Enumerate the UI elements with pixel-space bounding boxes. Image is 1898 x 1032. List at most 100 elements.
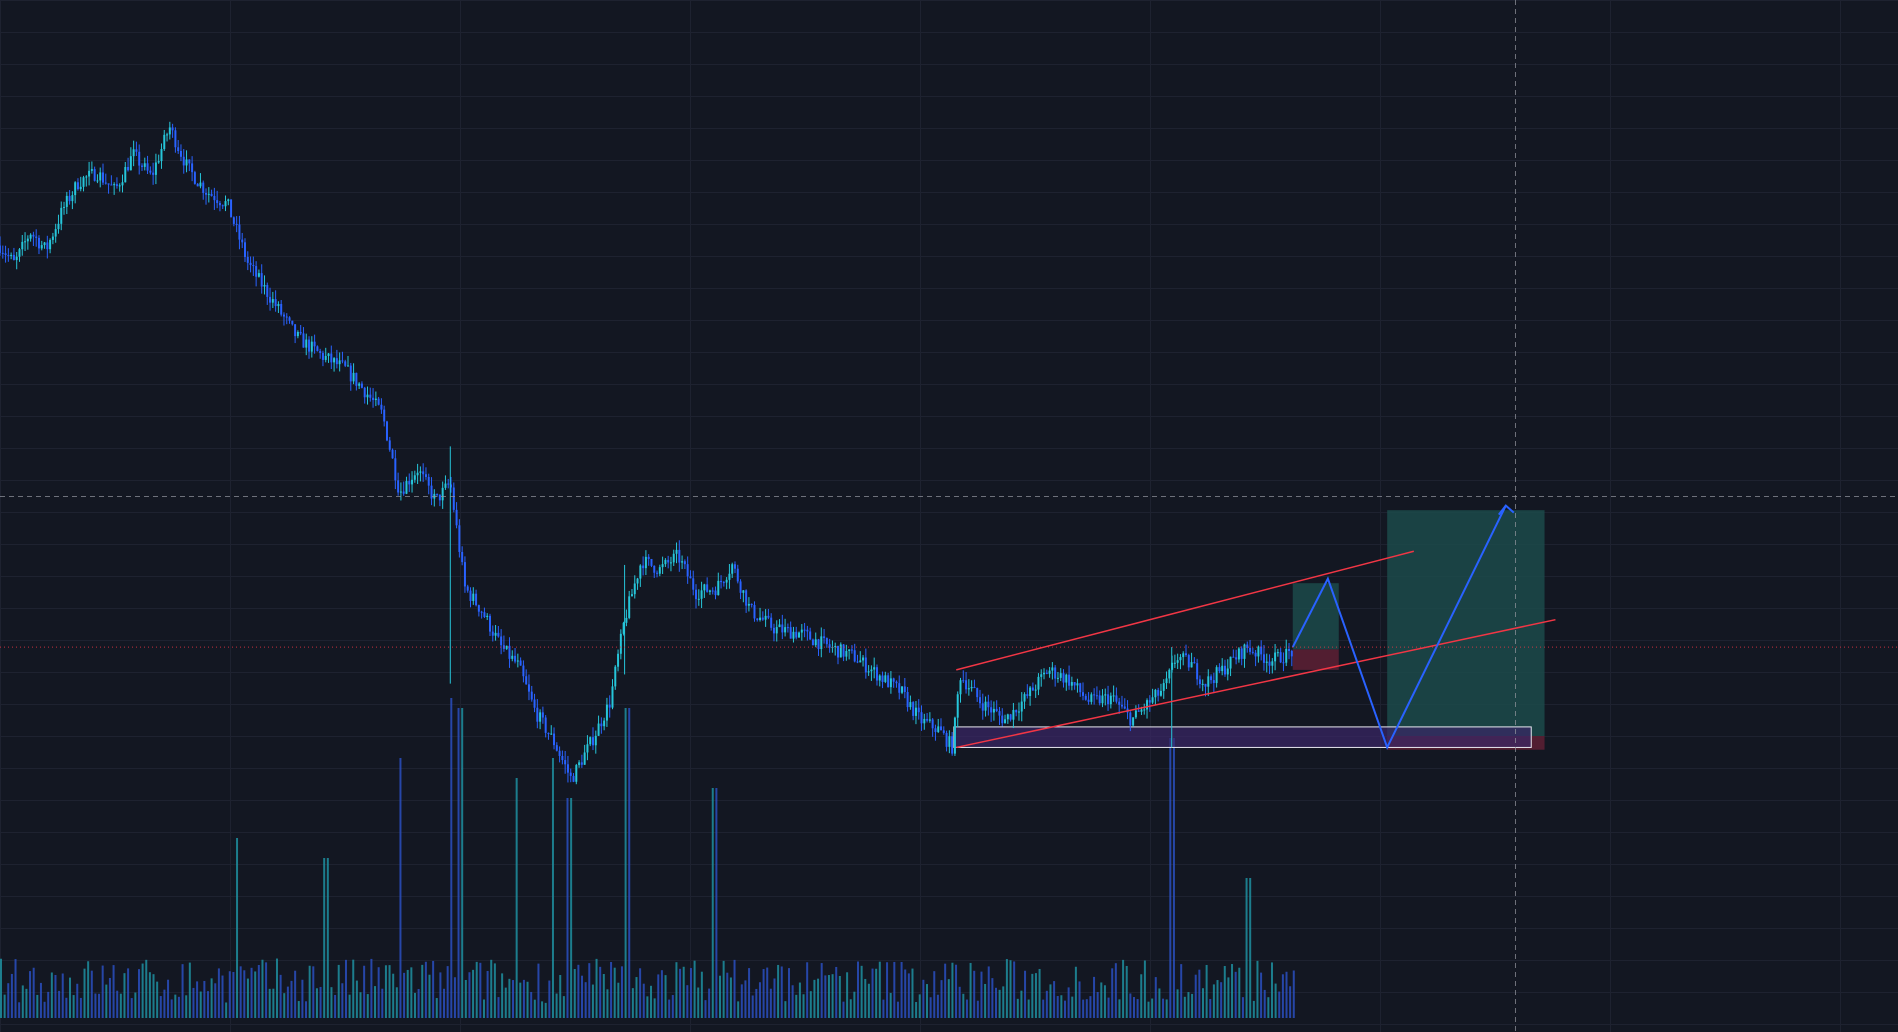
candle-body xyxy=(46,242,49,250)
candle-body xyxy=(168,127,171,135)
volume-bar xyxy=(544,1002,547,1018)
small-loss-area[interactable] xyxy=(1292,649,1339,670)
candle-body xyxy=(1249,647,1252,652)
candle-body xyxy=(647,556,650,559)
candle-body xyxy=(179,150,182,157)
volume-bar xyxy=(559,974,562,1018)
volume-bar xyxy=(642,983,645,1018)
rising-channel[interactable] xyxy=(956,550,1556,749)
volume-bar xyxy=(348,994,351,1018)
volume-bar xyxy=(159,996,162,1018)
volume-bar xyxy=(39,982,42,1018)
candle-body xyxy=(1104,694,1107,696)
candle-body xyxy=(79,186,82,190)
volume-bar xyxy=(976,1000,979,1018)
volume-bar xyxy=(711,788,714,1018)
candle-body xyxy=(817,639,820,650)
volume-bar xyxy=(1201,988,1204,1018)
candle-body xyxy=(661,564,664,568)
volume-bar xyxy=(907,973,910,1018)
volume-bar xyxy=(181,964,184,1018)
candle-body xyxy=(333,358,336,363)
volume-bar xyxy=(388,965,391,1018)
volume-bar xyxy=(566,798,569,1018)
volume-bar xyxy=(820,963,823,1018)
volume-bar xyxy=(751,995,754,1018)
candle-body xyxy=(859,660,862,663)
volume-bar xyxy=(68,977,71,1018)
support-zone[interactable] xyxy=(953,726,1532,748)
candle-body xyxy=(761,617,764,620)
projection-arrowhead[interactable] xyxy=(1498,504,1515,516)
volume-bar xyxy=(795,994,798,1018)
candle-body xyxy=(1031,687,1034,691)
volume-bar xyxy=(871,968,874,1018)
volume-bar xyxy=(653,998,656,1018)
candle-body xyxy=(166,134,169,136)
volume-bar xyxy=(363,965,366,1018)
volume-bar xyxy=(860,965,863,1018)
candle-body xyxy=(981,703,984,711)
projection-path[interactable] xyxy=(1291,504,1515,751)
candle-body xyxy=(653,565,656,573)
volume-bar xyxy=(522,979,525,1018)
volume-bar xyxy=(806,962,809,1018)
volume-bar xyxy=(631,988,634,1018)
zone-rect[interactable] xyxy=(953,726,1532,748)
candle-body xyxy=(1223,665,1226,675)
volume-bar xyxy=(900,961,903,1018)
candle-body xyxy=(210,193,213,196)
candle-body xyxy=(884,675,887,682)
volume-bar xyxy=(1209,998,1212,1018)
candle-body xyxy=(923,718,926,724)
profit-area[interactable] xyxy=(1387,510,1545,737)
candle-body xyxy=(1087,699,1090,702)
volume-bar xyxy=(265,962,268,1018)
volume-bar xyxy=(911,968,914,1018)
volume-bar xyxy=(123,973,126,1018)
candle-body xyxy=(580,762,583,765)
candle-body xyxy=(280,303,283,315)
volume-bar xyxy=(1074,966,1077,1018)
volume-bar xyxy=(185,995,188,1018)
volume-bar xyxy=(297,1001,300,1018)
candle-body xyxy=(221,205,224,207)
candle-body xyxy=(667,559,670,563)
volume-bar xyxy=(1194,974,1197,1018)
candle-body xyxy=(68,195,71,202)
candle-body xyxy=(864,657,867,673)
volume-bar xyxy=(312,966,315,1018)
volume-bar xyxy=(413,992,416,1018)
volume-bar xyxy=(798,982,801,1018)
candle-body xyxy=(154,162,157,175)
volume-bar xyxy=(886,962,889,1018)
candle-body xyxy=(692,578,695,590)
volume-bar xyxy=(639,968,642,1018)
volume-bar xyxy=(326,858,329,1018)
candle-body xyxy=(1129,712,1132,726)
candle-body xyxy=(1215,667,1218,684)
candle-body xyxy=(308,339,311,352)
volume-bar xyxy=(501,973,504,1018)
projection-line[interactable] xyxy=(1291,505,1507,751)
candle-body xyxy=(650,558,653,566)
volume-bar xyxy=(410,967,413,1018)
volume-bar xyxy=(893,961,896,1018)
small-profit-area[interactable] xyxy=(1292,583,1339,650)
candle-body xyxy=(1048,670,1051,674)
channel-upper-line[interactable] xyxy=(956,550,1415,671)
volume-bar xyxy=(991,978,994,1018)
candle-body xyxy=(1109,695,1112,705)
candle-body xyxy=(594,735,597,746)
volume-bar xyxy=(766,967,769,1018)
candle-body xyxy=(441,487,444,501)
candle-body xyxy=(839,644,842,658)
volume-bar xyxy=(929,997,932,1018)
candle-body xyxy=(4,253,7,256)
candle-body xyxy=(1090,694,1093,702)
candle-body xyxy=(586,744,589,753)
candle-body xyxy=(870,669,873,672)
channel-lower-line[interactable] xyxy=(956,618,1556,749)
